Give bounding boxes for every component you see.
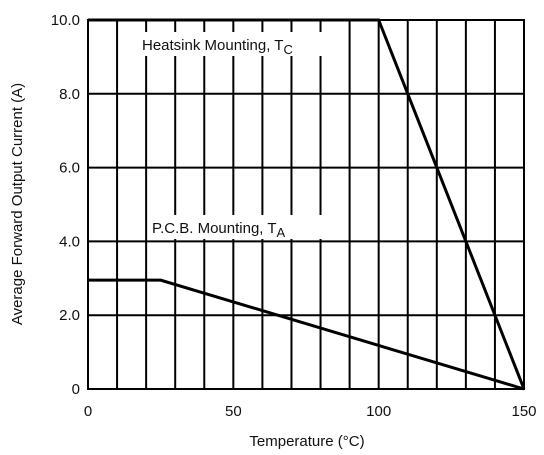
x-tick-label: 0: [84, 403, 92, 420]
series-line-pcb: [88, 278, 525, 391]
y-tick-label: 8.0: [59, 86, 80, 103]
y-tick-label: 2.0: [59, 307, 80, 324]
y-tick-label: 0: [72, 381, 80, 398]
y-axis-title: Average Forward Output Current (A): [9, 83, 26, 325]
series-label-pcb-main: P.C.B. Mounting, T: [152, 220, 277, 237]
series-label-heatsink-bg: [138, 32, 332, 56]
series-label-heatsink-main: Heatsink Mounting, T: [142, 37, 283, 54]
y-tick-label: 6.0: [59, 160, 80, 177]
tick-labels: 0 50 100 150 0 2.0 4.0 6.0 8.0 10.0: [51, 12, 537, 420]
plot-frame: [87, 19, 525, 390]
series-label-pcb-bg: [148, 215, 338, 239]
series-label-heatsink-sub: C: [283, 42, 292, 57]
x-tick-label: 50: [225, 403, 242, 420]
series-label-pcb-sub: A: [277, 225, 286, 240]
x-axis-title: Temperature (°C): [249, 433, 364, 450]
x-tick-label: 150: [511, 403, 536, 420]
x-tick-label: 100: [366, 403, 391, 420]
y-tick-label: 10.0: [51, 12, 80, 29]
series-label-pcb: P.C.B. Mounting, TA: [152, 220, 286, 240]
y-tick-label: 4.0: [59, 233, 80, 250]
grid: [88, 20, 524, 389]
series-label-heatsink: Heatsink Mounting, TC: [142, 37, 293, 57]
